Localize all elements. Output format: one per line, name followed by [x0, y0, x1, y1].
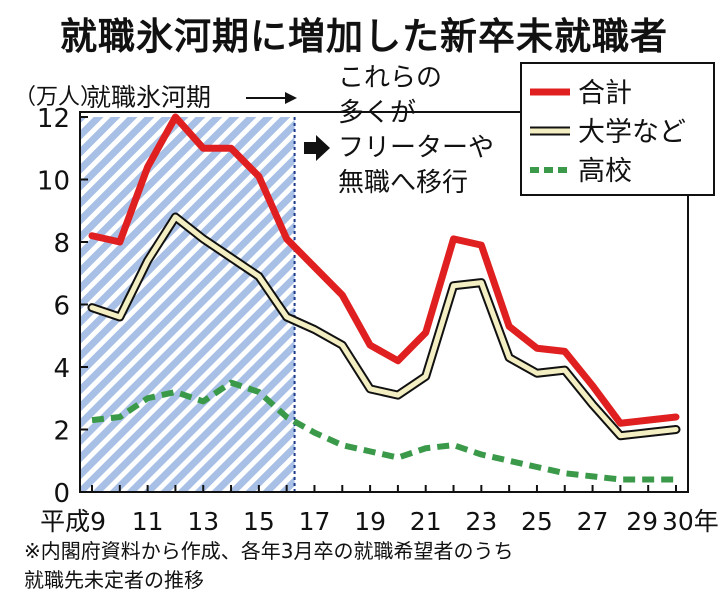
y-tick-label: 12 [37, 104, 70, 134]
x-tick-label: 15 [243, 507, 275, 536]
legend-label: 大学など [578, 117, 686, 148]
y-tick-label: 10 [37, 167, 70, 197]
x-tick-label: 30年 [662, 507, 719, 536]
series-line-goukei [88, 113, 680, 427]
annotation-line: これらの [338, 63, 442, 93]
shaded-region-label: 就職氷河期 [86, 83, 211, 112]
x-tick-label: 27 [577, 507, 609, 536]
y-axis-unit-label: （万人） [14, 85, 102, 110]
annotation-line: フリーターや [338, 133, 494, 163]
annotation-line: 多くが [338, 98, 416, 128]
y-tick-label: 2 [53, 417, 70, 447]
x-tick-label: 21 [410, 507, 442, 536]
x-tick-label: 13 [187, 507, 219, 536]
y-tick-label: 8 [53, 229, 70, 259]
y-tick-label: 6 [53, 292, 70, 322]
x-tick-label: 平成9 [40, 507, 106, 536]
source-note-line-2: 就職先未定者の推移 [24, 568, 204, 592]
y-tick-label: 0 [53, 479, 70, 509]
x-tick-label: 11 [132, 507, 164, 536]
annotation-line: 無職へ移行 [338, 168, 468, 198]
chart-title: 就職氷河期に増加した新卒未就職者 [60, 15, 668, 58]
x-tick-label: 25 [521, 507, 553, 536]
source-note-line-1: ※内閣府資料から作成、各年3月卒の就職希望者のうち [24, 539, 514, 563]
x-tick-label: 23 [465, 507, 497, 536]
region-arrow-head [285, 92, 297, 104]
legend-label: 合計 [578, 78, 632, 109]
x-tick-label: 17 [299, 507, 331, 536]
series-line-koukou [91, 379, 676, 483]
x-tick-label: 29 [626, 507, 658, 536]
plot-frame [79, 111, 689, 493]
legend-label: 高校 [578, 156, 632, 187]
source-note: ※内閣府資料から作成、各年3月卒の就職希望者のうち 就職先未定者の推移 [24, 537, 513, 595]
shaded-region [80, 117, 295, 492]
y-tick-label: 4 [53, 354, 70, 384]
series-line-daigaku [89, 214, 679, 439]
x-tick-label: 19 [354, 507, 386, 536]
annotation-arrow-icon [304, 135, 330, 161]
